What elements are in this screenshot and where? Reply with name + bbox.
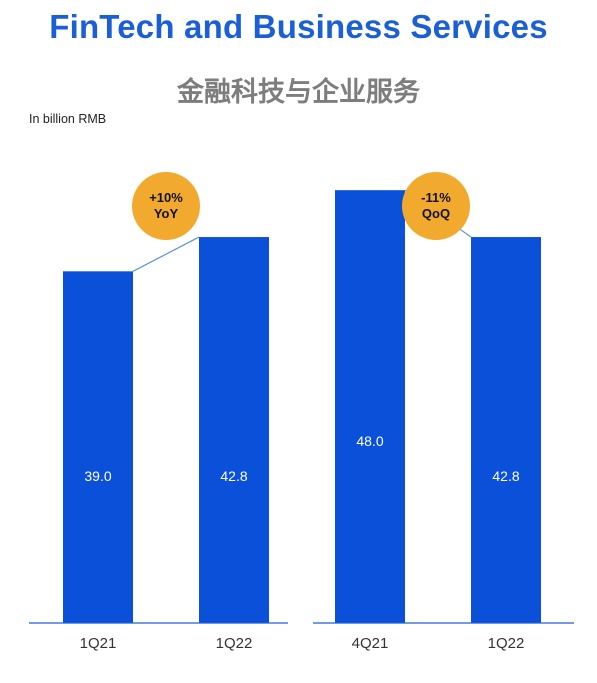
bar-4q21 — [335, 190, 405, 623]
page-title: FinTech and Business Services — [49, 8, 548, 45]
change-badge-percent: -11% — [421, 190, 451, 205]
change-badge-period: YoY — [154, 206, 179, 221]
bar-1q21 — [63, 271, 133, 623]
change-badge-period: QoQ — [422, 206, 450, 221]
change-badge-percent: +10% — [149, 190, 183, 205]
bar-value-label: 48.0 — [356, 433, 383, 449]
unit-label: In billion RMB — [29, 112, 107, 126]
change-badge — [402, 172, 470, 240]
bar-1q22 — [471, 237, 541, 623]
bar-value-label: 42.8 — [492, 468, 519, 484]
bar-1q22 — [199, 237, 269, 623]
x-tick-label: 1Q22 — [488, 635, 525, 652]
x-tick-label: 4Q21 — [352, 635, 389, 652]
x-tick-label: 1Q21 — [80, 635, 117, 652]
bar-value-label: 42.8 — [220, 468, 247, 484]
bar-value-label: 39.0 — [84, 468, 111, 484]
connector-line — [132, 236, 200, 272]
change-badge — [132, 172, 200, 240]
page-subtitle: 金融科技与企业服务 — [177, 77, 420, 108]
x-tick-label: 1Q22 — [216, 635, 253, 652]
